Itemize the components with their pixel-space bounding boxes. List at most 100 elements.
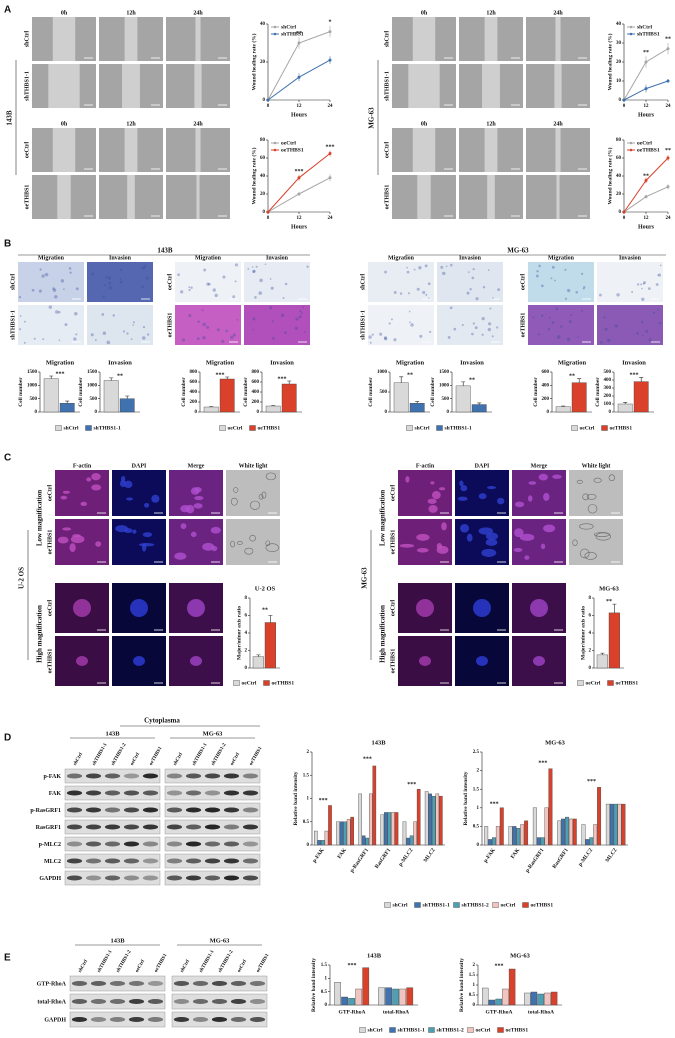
cell xyxy=(579,548,590,559)
cell xyxy=(306,265,309,268)
micrograph xyxy=(87,305,153,345)
band xyxy=(242,875,259,881)
band xyxy=(128,999,145,1004)
y-tick-label: 400 xyxy=(542,383,550,388)
cell xyxy=(52,287,56,291)
significance: ** xyxy=(117,373,123,379)
cell xyxy=(282,297,285,300)
cell xyxy=(247,268,250,270)
cell xyxy=(408,310,411,313)
lane-label: oeCtrl xyxy=(237,959,248,974)
cell xyxy=(369,341,372,344)
lane-label: shTHBS1-1 xyxy=(92,742,109,766)
x-tick-label: 12 xyxy=(644,216,650,221)
x-tick-label: MLC2 xyxy=(605,847,619,863)
row-label: oeCtrl xyxy=(167,274,173,291)
bar xyxy=(555,406,571,413)
legend-swatch xyxy=(571,425,578,431)
bar xyxy=(512,826,517,846)
bar xyxy=(561,818,566,846)
band xyxy=(128,981,145,986)
column-header: 24h xyxy=(553,10,563,16)
cell xyxy=(236,541,243,545)
error-bar xyxy=(577,378,582,383)
cell xyxy=(461,323,464,327)
cell xyxy=(42,338,45,341)
y-tick-label: 40 xyxy=(260,22,266,27)
band xyxy=(142,858,159,864)
cell xyxy=(388,322,391,325)
y-tick-label: 1 xyxy=(307,797,310,802)
cell xyxy=(555,307,559,311)
band xyxy=(166,773,183,779)
y-tick-label: 500 xyxy=(90,397,98,402)
band xyxy=(249,999,266,1004)
legend-swatch xyxy=(467,1027,474,1033)
lane-label: shTHBS1-2 xyxy=(111,742,128,766)
band xyxy=(85,773,102,779)
row-label: oeTHBS1 xyxy=(384,185,390,210)
cell xyxy=(399,292,403,295)
legend-swatch xyxy=(453,902,460,908)
row-label: oeTHBS1 xyxy=(24,185,30,210)
cell xyxy=(641,287,643,290)
bar xyxy=(402,821,407,846)
cell xyxy=(478,527,494,535)
lane-label: oeCtrl xyxy=(135,959,146,974)
cell xyxy=(474,326,478,330)
row-label: shCtrl xyxy=(24,31,30,48)
y-tick-label: 1 xyxy=(325,976,328,981)
lane-label: shTHBS1-2 xyxy=(211,742,228,766)
band xyxy=(90,1017,107,1022)
cell xyxy=(467,271,470,274)
panel-letter: A xyxy=(4,5,11,16)
legend-label: shTHBS1-1 xyxy=(423,902,450,908)
cell xyxy=(536,270,539,273)
bar xyxy=(431,795,436,846)
cell xyxy=(142,325,146,329)
band xyxy=(192,999,209,1004)
cell xyxy=(547,327,551,331)
cell xyxy=(648,338,652,342)
cell xyxy=(39,268,42,271)
bar xyxy=(355,988,363,1006)
y-tick-label: 40 xyxy=(260,174,266,179)
y-tick-label: 600 xyxy=(190,380,198,385)
band xyxy=(185,807,202,813)
cell xyxy=(142,532,153,538)
x-tick-label: 0 xyxy=(267,104,270,109)
series-line xyxy=(623,157,669,213)
wound-area xyxy=(57,175,71,219)
cell xyxy=(614,324,618,328)
cell xyxy=(258,494,264,500)
band xyxy=(109,981,126,986)
bar xyxy=(617,803,622,846)
cell xyxy=(447,335,451,339)
bar xyxy=(378,987,385,1006)
cell xyxy=(124,480,133,489)
cell xyxy=(280,313,285,318)
row-label: oeCtrl xyxy=(390,485,396,502)
band xyxy=(242,858,259,864)
band xyxy=(242,790,259,796)
legend-label: oeCtrl xyxy=(586,680,601,686)
significance: *** xyxy=(278,376,287,382)
cell xyxy=(252,317,256,321)
nucleus xyxy=(476,656,488,666)
legend-marker xyxy=(273,141,277,145)
band xyxy=(223,807,240,813)
cell xyxy=(193,503,203,509)
cell xyxy=(269,306,273,310)
row-label: shCtrl xyxy=(384,31,390,48)
y-tick-label: 20 xyxy=(260,192,266,197)
cell xyxy=(230,540,235,548)
cell xyxy=(487,322,492,326)
band xyxy=(223,824,240,830)
y-tick-label: 800 xyxy=(252,370,260,375)
cell xyxy=(442,271,446,276)
group-label: High magnification xyxy=(379,605,387,663)
bar xyxy=(605,803,610,846)
cell xyxy=(538,473,548,481)
cell xyxy=(537,333,540,336)
legend-label: oeTHBS1 xyxy=(281,147,304,153)
